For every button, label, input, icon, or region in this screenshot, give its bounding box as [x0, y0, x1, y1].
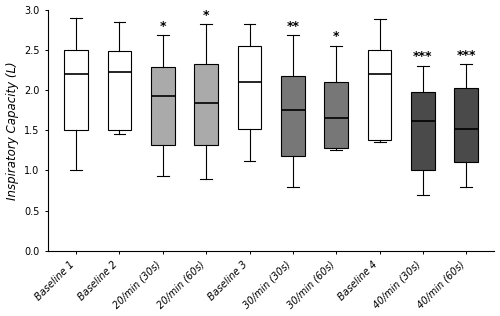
Text: ***: ***	[413, 51, 432, 64]
PathPatch shape	[454, 88, 478, 162]
Text: **: **	[286, 20, 300, 33]
PathPatch shape	[64, 50, 88, 130]
Y-axis label: Inspiratory Capacity (L): Inspiratory Capacity (L)	[6, 61, 18, 200]
Text: *: *	[160, 20, 166, 33]
PathPatch shape	[238, 46, 262, 129]
PathPatch shape	[194, 64, 218, 145]
PathPatch shape	[151, 68, 174, 145]
PathPatch shape	[324, 82, 348, 148]
PathPatch shape	[411, 92, 435, 170]
PathPatch shape	[368, 50, 392, 140]
PathPatch shape	[108, 52, 132, 130]
PathPatch shape	[281, 76, 305, 156]
Text: *: *	[333, 30, 340, 43]
Text: ***: ***	[456, 49, 476, 62]
Text: *: *	[203, 9, 209, 21]
